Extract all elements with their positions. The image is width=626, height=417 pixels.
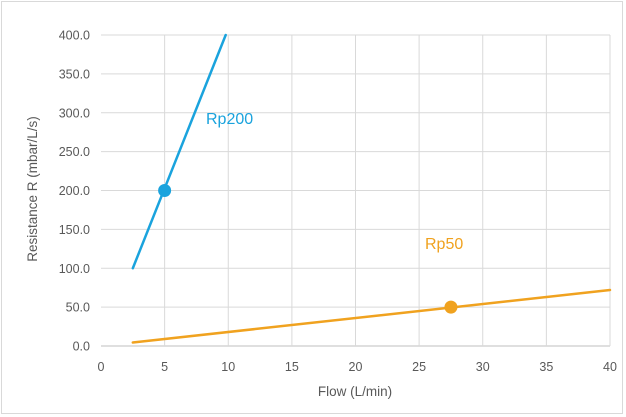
x-tick-label: 15 — [285, 360, 299, 374]
y-tick-label: 200.0 — [59, 184, 90, 198]
series-line-rp50 — [131, 288, 612, 344]
y-tick-label: 50.0 — [66, 301, 90, 315]
y-tick-label: 150.0 — [59, 223, 90, 237]
x-tick-label: 10 — [221, 360, 235, 374]
y-tick-label: 300.0 — [59, 106, 90, 120]
y-tick-label: 0.0 — [73, 340, 90, 354]
x-tick-label: 25 — [412, 360, 426, 374]
y-axis-label: Resistance R (mbar/L/s) — [25, 116, 40, 262]
series-line-rp200 — [131, 33, 227, 270]
series-label-rp50: Rp50 — [425, 236, 463, 253]
x-tick-label: 40 — [603, 360, 617, 374]
x-tick-label: 5 — [161, 360, 168, 374]
y-axis-ticks: 0.0 50.0 100.0 150.0 200.0 250.0 300.0 350.0 400… — [59, 29, 90, 354]
series-group: Rp200 Rp50 — [131, 33, 612, 344]
x-tick-label: 30 — [476, 360, 490, 374]
x-tick-label: 35 — [539, 360, 553, 374]
y-tick-label: 400.0 — [59, 29, 90, 43]
x-tick-label: 20 — [349, 360, 363, 374]
y-tick-label: 100.0 — [59, 262, 90, 276]
series-marker-rp200 — [158, 184, 172, 197]
y-tick-label: 350.0 — [59, 67, 90, 81]
series-label-rp200: Rp200 — [206, 111, 253, 128]
series-marker-rp50 — [444, 300, 458, 314]
x-axis-label: Flow (L/min) — [318, 384, 392, 399]
x-axis-ticks: 0 5 10 15 20 25 30 35 40 — [98, 360, 617, 374]
x-tick-label: 0 — [98, 360, 105, 374]
y-tick-label: 250.0 — [59, 145, 90, 159]
